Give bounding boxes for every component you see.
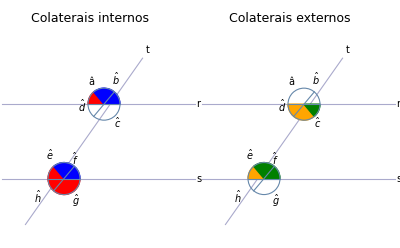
Text: $\hat{g}$: $\hat{g}$ <box>272 192 280 209</box>
Text: t: t <box>346 45 350 55</box>
Wedge shape <box>48 179 74 195</box>
Text: $\hat{f}$: $\hat{f}$ <box>272 150 279 167</box>
Text: $\hat{f}$: $\hat{f}$ <box>72 150 79 167</box>
Text: $\hat{e}$: $\hat{e}$ <box>246 147 254 161</box>
Wedge shape <box>54 162 80 179</box>
Text: $\hat{h}$: $\hat{h}$ <box>34 188 42 205</box>
Text: r: r <box>396 99 400 109</box>
Text: $\hat{c}$: $\hat{c}$ <box>314 116 321 130</box>
Text: $\hat{g}$: $\hat{g}$ <box>72 192 80 209</box>
Wedge shape <box>254 162 280 179</box>
Text: Colaterais internos: Colaterais internos <box>31 12 149 25</box>
Text: t: t <box>146 45 150 55</box>
Text: r: r <box>196 99 200 109</box>
Text: s: s <box>196 174 201 184</box>
Wedge shape <box>304 104 320 116</box>
Text: $\hat{d}$: $\hat{d}$ <box>278 98 286 114</box>
Text: $\hat{c}$: $\hat{c}$ <box>114 116 121 130</box>
Text: $\hat{h}$: $\hat{h}$ <box>234 188 242 205</box>
Text: $\hat{b}$: $\hat{b}$ <box>312 71 320 87</box>
Wedge shape <box>88 92 104 104</box>
Text: $\hat{d}$: $\hat{d}$ <box>78 98 86 114</box>
Wedge shape <box>94 88 120 104</box>
Text: s: s <box>396 174 400 184</box>
Wedge shape <box>64 179 80 191</box>
Text: â: â <box>288 77 294 87</box>
Wedge shape <box>288 104 314 120</box>
Text: $\hat{b}$: $\hat{b}$ <box>112 71 120 87</box>
Text: Colaterais externos: Colaterais externos <box>229 12 351 25</box>
Text: $\hat{e}$: $\hat{e}$ <box>46 147 54 161</box>
Wedge shape <box>48 166 64 179</box>
Text: â: â <box>88 77 94 87</box>
Wedge shape <box>248 166 264 179</box>
